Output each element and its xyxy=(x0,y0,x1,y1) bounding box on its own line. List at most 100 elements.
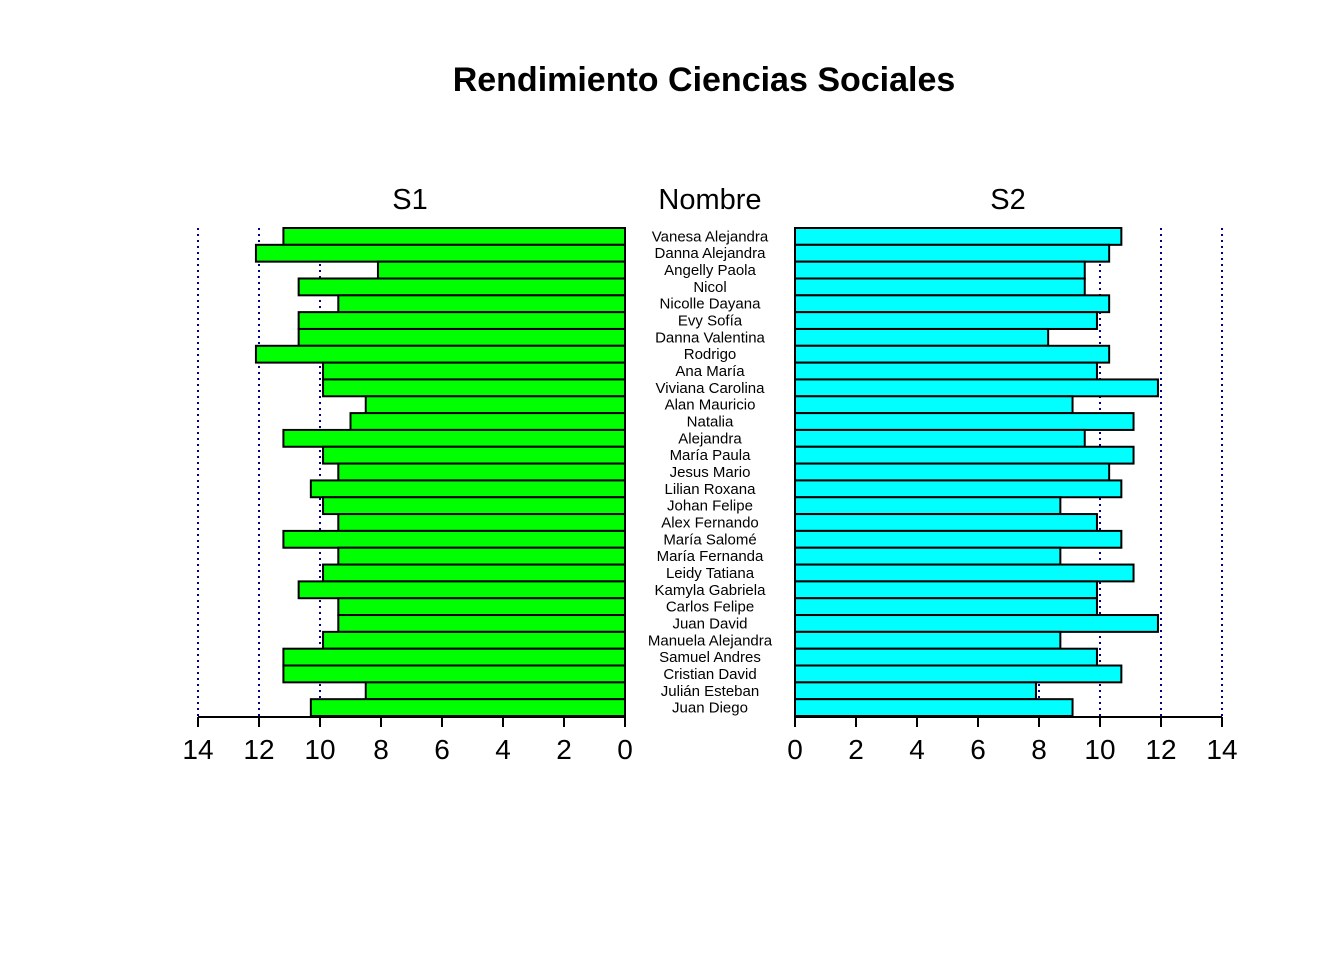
category-label: Evy Sofía xyxy=(678,313,743,330)
left-tick-label: 12 xyxy=(243,734,274,765)
category-label: Leidy Tatiana xyxy=(666,565,755,582)
right-tick-label: 4 xyxy=(909,734,925,765)
bar-s1-28 xyxy=(309,698,626,718)
bar-s1-0 xyxy=(282,227,626,246)
category-label: Natalia xyxy=(687,414,734,431)
bar-s2-17 xyxy=(794,513,1098,532)
left-tick-label: 4 xyxy=(495,734,511,765)
bar-s2-2 xyxy=(794,260,1086,280)
bar-s1-22 xyxy=(337,597,626,617)
category-label: Nicolle Dayana xyxy=(660,296,762,313)
bar-s2-24 xyxy=(794,630,1062,650)
bar-s1-11 xyxy=(349,412,626,431)
category-label: Cristian David xyxy=(663,666,756,683)
bar-s2-28 xyxy=(794,698,1074,718)
bar-s2-4 xyxy=(794,294,1111,314)
category-label: Angelly Paola xyxy=(664,262,756,279)
bar-s2-26 xyxy=(794,664,1123,684)
bar-s2-19 xyxy=(794,546,1062,566)
bar-s2-11 xyxy=(794,412,1135,431)
left-tick-label: 10 xyxy=(304,734,335,765)
bar-s2-10 xyxy=(794,395,1074,415)
category-label: Juan Diego xyxy=(672,700,748,717)
category-label: Julián Esteban xyxy=(661,683,759,700)
bar-s2-3 xyxy=(794,277,1086,297)
bar-s2-21 xyxy=(794,580,1098,600)
bar-s1-15 xyxy=(309,479,626,499)
bar-s2-8 xyxy=(794,361,1098,381)
bar-s2-1 xyxy=(794,243,1111,263)
category-label: Carlos Felipe xyxy=(666,599,754,616)
category-label: Juan David xyxy=(672,615,747,632)
category-label: Manuela Alejandra xyxy=(648,632,773,649)
category-label: Alex Fernando xyxy=(661,514,759,531)
bar-s1-23 xyxy=(337,614,626,633)
bar-s1-13 xyxy=(322,445,626,465)
left-tick-label: 8 xyxy=(373,734,389,765)
bar-s1-26 xyxy=(282,664,626,684)
center-panel-label: Nombre xyxy=(658,184,761,216)
category-label: Rodrigo xyxy=(684,346,737,363)
right-tick-label: 6 xyxy=(970,734,986,765)
bar-s1-25 xyxy=(282,647,626,667)
category-label: Lilian Roxana xyxy=(665,481,757,498)
right-tick-label: 10 xyxy=(1084,734,1115,765)
category-label: María Salomé xyxy=(663,531,756,548)
right-panel-label: S2 xyxy=(990,184,1025,216)
category-label: Johan Felipe xyxy=(667,498,753,515)
bar-s2-13 xyxy=(794,445,1135,465)
x-axes: 0 0 2 2 4 4 6 6 8 8 10 10 12 12 14 14 xyxy=(182,716,1238,765)
bar-s1-24 xyxy=(322,630,626,650)
bar-s2-9 xyxy=(794,378,1159,398)
right-tick-label: 8 xyxy=(1031,734,1047,765)
bar-s1-7 xyxy=(254,344,626,364)
category-label: Alan Mauricio xyxy=(665,397,756,414)
bar-s1-21 xyxy=(297,580,626,600)
left-tick-label: 6 xyxy=(434,734,450,765)
right-tick-label: 2 xyxy=(848,734,864,765)
bar-s2-22 xyxy=(794,597,1098,617)
bar-s2-20 xyxy=(794,563,1135,583)
bar-s1-8 xyxy=(322,361,626,381)
bar-s1-16 xyxy=(322,496,626,516)
bar-s1-18 xyxy=(282,529,626,549)
chart-title: Rendimiento Ciencias Sociales xyxy=(453,61,956,99)
bar-s2-7 xyxy=(794,344,1111,364)
bar-s1-3 xyxy=(297,277,626,297)
bar-s2-6 xyxy=(794,327,1050,347)
bar-s1-10 xyxy=(364,395,626,415)
bar-s1-4 xyxy=(337,294,626,314)
bar-s2-27 xyxy=(794,681,1037,701)
category-label: Kamyla Gabriela xyxy=(655,582,767,599)
left-tick-label: 14 xyxy=(182,734,213,765)
category-label: Danna Valentina xyxy=(655,329,765,346)
bar-s1-19 xyxy=(337,546,626,566)
bar-s2-0 xyxy=(794,227,1123,246)
category-label: María Fernanda xyxy=(657,548,764,565)
bar-s2-5 xyxy=(794,311,1098,330)
bar-s1-2 xyxy=(376,260,627,280)
right-tick-label: 14 xyxy=(1206,734,1237,765)
category-label: Viviana Carolina xyxy=(656,380,766,397)
bar-s1-20 xyxy=(322,563,626,583)
bar-s2-16 xyxy=(794,496,1062,516)
category-label: Samuel Andres xyxy=(659,649,761,666)
bar-s1-27 xyxy=(364,681,626,701)
bar-s1-9 xyxy=(322,378,626,398)
right-tick-label: 12 xyxy=(1145,734,1176,765)
category-label: Ana María xyxy=(675,363,745,380)
bar-s2-18 xyxy=(794,529,1123,549)
category-label: Danna Alejandra xyxy=(655,245,767,262)
bar-s1-12 xyxy=(282,428,626,448)
category-label: Alejandra xyxy=(678,430,742,447)
bar-s1-5 xyxy=(297,311,626,330)
bars xyxy=(254,227,1159,718)
left-panel-label: S1 xyxy=(392,184,427,216)
category-label: María Paula xyxy=(670,447,752,464)
bar-s1-17 xyxy=(337,513,626,532)
category-label: Jesus Mario xyxy=(670,464,751,481)
bar-s1-6 xyxy=(297,327,626,347)
left-tick-label: 0 xyxy=(617,734,633,765)
